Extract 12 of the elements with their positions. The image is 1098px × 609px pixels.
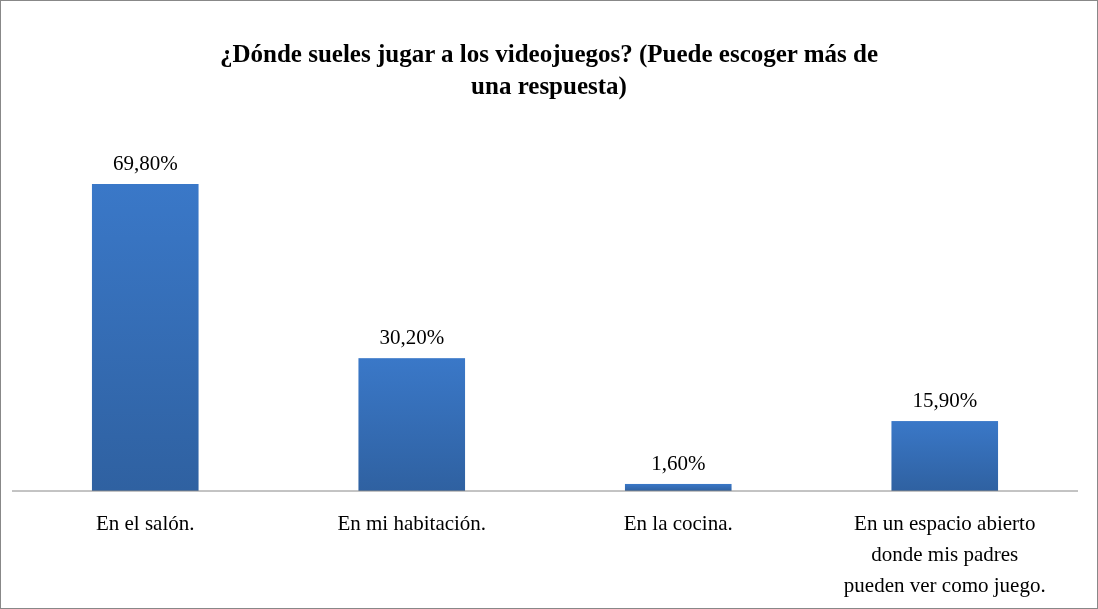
x-tick-label: En la cocina.	[623, 511, 733, 535]
bar	[891, 421, 999, 491]
x-tick-label: En mi habitación.	[337, 511, 487, 535]
data-label: 1,60%	[651, 450, 706, 475]
bar	[91, 184, 199, 491]
data-label: 69,80%	[112, 151, 178, 175]
data-label: 30,20%	[379, 325, 445, 350]
chart-title: ¿Dónde sueles jugar a los videojuegos? (Puede escoger más de una respuesta)	[219, 40, 879, 100]
x-tick-label: En un espacio abierto donde mis padres pueden ver como juego.	[843, 511, 1046, 597]
x-tick-label: En el salón.	[95, 511, 195, 535]
data-label: 15,90%	[912, 388, 978, 413]
bar	[358, 358, 466, 491]
